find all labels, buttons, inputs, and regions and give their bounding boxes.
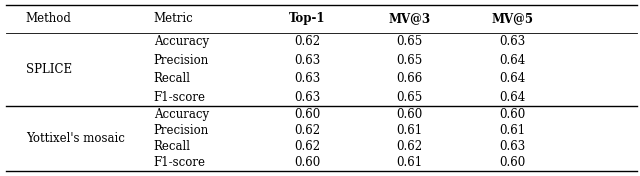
Text: 0.62: 0.62 <box>397 140 422 153</box>
Text: Method: Method <box>26 12 72 25</box>
Text: 0.61: 0.61 <box>499 124 525 137</box>
Text: 0.63: 0.63 <box>499 35 525 48</box>
Text: 0.62: 0.62 <box>294 35 320 48</box>
Text: 0.65: 0.65 <box>396 54 423 67</box>
Text: 0.63: 0.63 <box>294 91 321 104</box>
Text: 0.63: 0.63 <box>294 72 321 85</box>
Text: Accuracy: Accuracy <box>154 108 209 121</box>
Text: SPLICE: SPLICE <box>26 63 72 76</box>
Text: 0.64: 0.64 <box>499 91 525 104</box>
Text: Recall: Recall <box>154 140 191 153</box>
Text: MV@3: MV@3 <box>388 12 431 25</box>
Text: 0.62: 0.62 <box>294 124 320 137</box>
Text: 0.65: 0.65 <box>396 35 423 48</box>
Text: Accuracy: Accuracy <box>154 35 209 48</box>
Text: 0.60: 0.60 <box>294 108 321 121</box>
Text: Recall: Recall <box>154 72 191 85</box>
Text: F1-score: F1-score <box>154 91 205 104</box>
Text: 0.60: 0.60 <box>294 156 321 169</box>
Text: 0.66: 0.66 <box>396 72 423 85</box>
Text: Top-1: Top-1 <box>289 12 326 25</box>
Text: 0.61: 0.61 <box>397 124 422 137</box>
Text: 0.62: 0.62 <box>294 140 320 153</box>
Text: Yottixel's mosaic: Yottixel's mosaic <box>26 132 124 145</box>
Text: F1-score: F1-score <box>154 156 205 169</box>
Text: 0.63: 0.63 <box>294 54 321 67</box>
Text: Precision: Precision <box>154 124 209 137</box>
Text: 0.63: 0.63 <box>499 140 525 153</box>
Text: 0.65: 0.65 <box>396 91 423 104</box>
Text: Precision: Precision <box>154 54 209 67</box>
Text: 0.64: 0.64 <box>499 54 525 67</box>
Text: 0.60: 0.60 <box>499 108 525 121</box>
Text: 0.60: 0.60 <box>396 108 423 121</box>
Text: MV@5: MV@5 <box>491 12 533 25</box>
Text: 0.61: 0.61 <box>397 156 422 169</box>
Text: Metric: Metric <box>154 12 193 25</box>
Text: 0.64: 0.64 <box>499 72 525 85</box>
Text: 0.60: 0.60 <box>499 156 525 169</box>
